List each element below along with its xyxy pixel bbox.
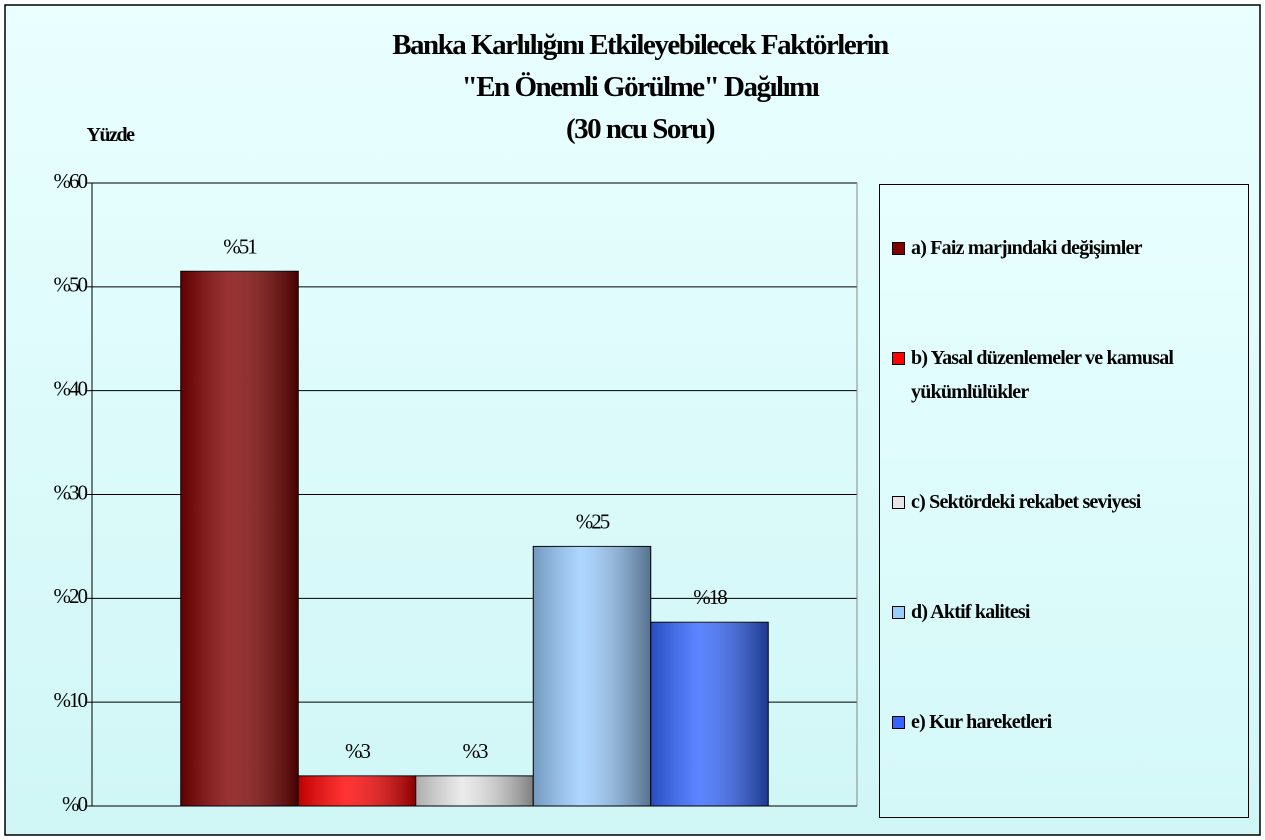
legend-label: b) Yasal düzenlemeler ve kamusal yükümlü… (911, 347, 1174, 403)
legend-entry: d) Aktif kalitesi (892, 595, 1242, 629)
bar (650, 621, 769, 807)
legend-label: c) Sektördeki rekabet seviyesi (911, 491, 1141, 513)
legend-label: a) Faiz marjındaki değişimler (911, 237, 1142, 259)
bar (415, 775, 534, 807)
legend-label: e) Kur hareketleri (911, 711, 1052, 733)
y-tick-label: %50 (54, 273, 88, 297)
legend-swatch (892, 496, 905, 509)
bar (180, 270, 299, 807)
data-label: %3 (345, 739, 370, 763)
legend: a) Faiz marjındaki değişimler b) Yasal dü… (879, 184, 1249, 818)
y-axis-label: Yüzde (87, 124, 136, 146)
y-tick-label: %30 (54, 480, 88, 504)
y-tick-label: %20 (54, 584, 88, 608)
legend-entry: e) Kur hareketleri (892, 705, 1242, 739)
legend-swatch (892, 716, 905, 729)
data-label: %25 (576, 509, 610, 533)
y-tick-label: %0 (62, 792, 87, 816)
legend-swatch (892, 242, 905, 255)
legend-swatch (892, 606, 905, 619)
y-tick-label: %60 (54, 169, 88, 193)
legend-entry: b) Yasal düzenlemeler ve kamusal yükümlü… (892, 341, 1242, 409)
chart-title: Banka Karlılığını Etkileyebilecek Faktör… (392, 29, 889, 61)
data-label: %51 (223, 234, 257, 258)
data-label: %18 (693, 585, 727, 609)
y-tick-label: %40 (54, 376, 88, 400)
legend-entry: c) Sektördeki rekabet seviyesi (892, 485, 1242, 519)
y-tick-label: %10 (54, 688, 88, 712)
legend-entry: a) Faiz marjındaki değişimler (892, 231, 1242, 265)
bar (532, 545, 652, 807)
chart-title: (30 ncu Soru) (566, 113, 715, 145)
bar (297, 775, 417, 807)
chart-title: "En Önemli Görülme" Dağılımı (462, 71, 820, 103)
legend-swatch (892, 352, 905, 365)
legend-label: d) Aktif kalitesi (911, 601, 1030, 623)
data-label: %3 (463, 739, 488, 763)
